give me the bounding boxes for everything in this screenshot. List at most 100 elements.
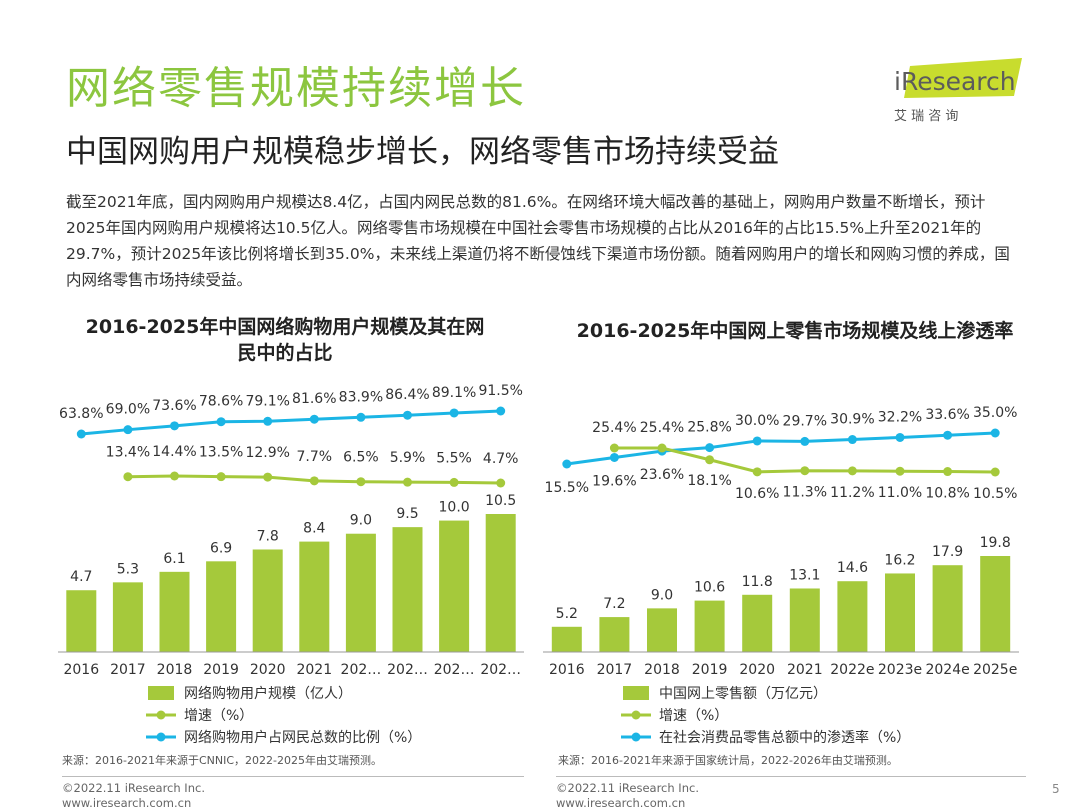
x-tick-label: 202… [434,662,475,678]
x-tick-label: 2025e [973,662,1017,678]
ratio-data-label: 86.4% [385,387,429,403]
ratio-point [562,459,572,469]
ratio-data-label: 15.5% [545,480,589,496]
bar-data-label: 9.5 [396,506,418,522]
x-tick-label: 2019 [203,662,239,678]
growth-point [403,477,412,487]
ratio-point [216,417,226,427]
ratio-data-label: 69.0% [106,402,150,418]
legend-bar-swatch [148,686,174,700]
footer-url: www.iresearch.com.cn [62,796,192,810]
growth-point [309,476,319,486]
growth-data-label: 11.2% [830,485,874,501]
bar-data-label: 4.7 [70,569,92,585]
bar-data-label: 10.6 [694,580,725,596]
legend-ratio-dot [631,732,641,742]
x-tick-label: 2023e [878,662,922,678]
chart1-source: 来源：2016-2021年来源于CNNIC，2022-2025年由艾瑞预测。 [62,754,382,767]
growth-data-label: 5.9% [390,450,426,466]
x-tick-label: 2021 [296,662,332,678]
x-tick-label: 2024e [925,662,969,678]
ratio-point [609,452,619,462]
bar [206,561,237,652]
ratio-point [123,425,133,435]
bar-data-label: 8.4 [303,521,325,537]
ratio-point [356,412,366,422]
page-subtitle: 中国网购用户规模稳步增长，网络零售市场持续受益 [66,134,779,170]
growth-data-label: 11.0% [878,485,922,501]
growth-data-label: 14.4% [152,444,196,460]
footer-divider-right [556,776,1026,777]
ratio-point [263,416,273,426]
growth-point [263,472,273,482]
bar [599,617,630,652]
bar [837,581,868,652]
ratio-data-label: 73.6% [152,398,196,414]
x-tick-label: 2017 [110,662,146,678]
growth-point [216,472,226,482]
ratio-data-label: 35.0% [973,405,1017,421]
growth-point [496,478,506,488]
growth-point [705,455,715,465]
growth-data-label: 12.9% [245,445,289,461]
growth-data-label: 13.4% [106,445,150,461]
growth-data-label: 4.7% [483,451,519,467]
growth-data-label: 7.7% [297,449,333,465]
ratio-data-label: 91.5% [478,383,522,399]
growth-point [356,477,366,487]
ratio-point [943,430,953,440]
ratio-point [990,428,1000,438]
x-tick-label: 2018 [157,662,193,678]
bar [485,514,516,652]
ratio-point [309,414,319,424]
x-tick-label: 2020 [250,662,286,678]
iresearch-logo: iResearch 艾 瑞 咨 询 [894,58,1022,124]
chart1-title-line1: 2016-2025年中国网络购物用户规模及其在网 [85,316,485,338]
growth-point [657,443,667,453]
x-tick-label: 202… [341,662,382,678]
growth-data-label: 13.5% [199,445,243,461]
bar-data-label: 7.2 [603,596,625,612]
ratio-point [403,410,412,420]
growth-data-label: 10.6% [735,486,779,502]
growth-point [847,466,857,476]
footer-left: ©2022.11 iResearch Inc. www.iresearch.co… [62,781,205,811]
growth-point [800,466,810,476]
bar-data-label: 10.5 [485,493,516,509]
bar-data-label: 13.1 [789,567,820,583]
bar [439,520,470,652]
ratio-point [752,436,762,446]
growth-point [123,472,133,482]
bar-data-label: 6.1 [163,551,185,567]
bar [694,600,725,652]
bar [112,582,143,652]
ratio-line [566,431,996,466]
legend-ratio-label: 网络购物用户占网民总数的比例（%） [184,729,421,746]
ratio-line [81,409,501,436]
chart2-retail: 5.2 7.2 9.0 10.6 11.8 13.1 14.6 16.2 17.9 19.8 201… [543,405,1019,746]
ratio-data-label: 33.6% [925,407,969,423]
bar [345,533,376,652]
bar [551,626,582,652]
ratio-data-label: 29.7% [783,413,827,429]
bar [392,527,423,652]
legend-ratio-dot [156,732,166,742]
footer-copyright: ©2022.11 iResearch Inc. [62,781,205,795]
bar-data-label: 14.6 [837,560,868,576]
ratio-point [76,429,86,439]
bar [742,594,773,652]
growth-point [449,477,459,487]
page-title: 网络零售规模持续增长 [66,63,526,114]
bar [885,573,915,652]
legend-ratio-label: 在社会消费品零售总额中的渗透率（%） [659,729,910,746]
ratio-point [847,435,857,445]
growth-point [895,466,905,476]
growth-point [170,471,179,481]
ratio-data-label: 81.6% [292,391,336,407]
intro-paragraph: 截至2021年底，国内网购用户规模达8.4亿，占国内网民总数的81.6%。在网络… [66,193,1010,289]
growth-data-label: 5.5% [436,450,472,466]
growth-point [943,467,953,477]
legend-growth-dot [631,710,641,720]
ratio-data-label: 19.6% [592,473,636,489]
growth-data-label: 25.4% [640,420,684,436]
